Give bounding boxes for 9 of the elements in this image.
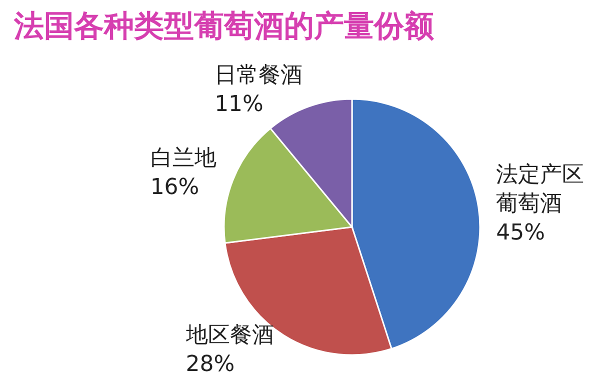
slice-label: 日常餐酒: [214, 62, 303, 90]
chart-title: 法国各种类型葡萄酒的产量份额: [14, 8, 434, 46]
data-label: 11%: [214, 90, 264, 119]
data-label: 28%: [186, 351, 236, 380]
slice-label: 白兰地: [150, 145, 216, 174]
slice-label: 地区餐酒: [186, 322, 274, 350]
slice-label: 法定产区葡萄酒: [496, 162, 586, 219]
data-label: 16%: [150, 174, 200, 202]
data-label: 45%: [496, 220, 546, 248]
